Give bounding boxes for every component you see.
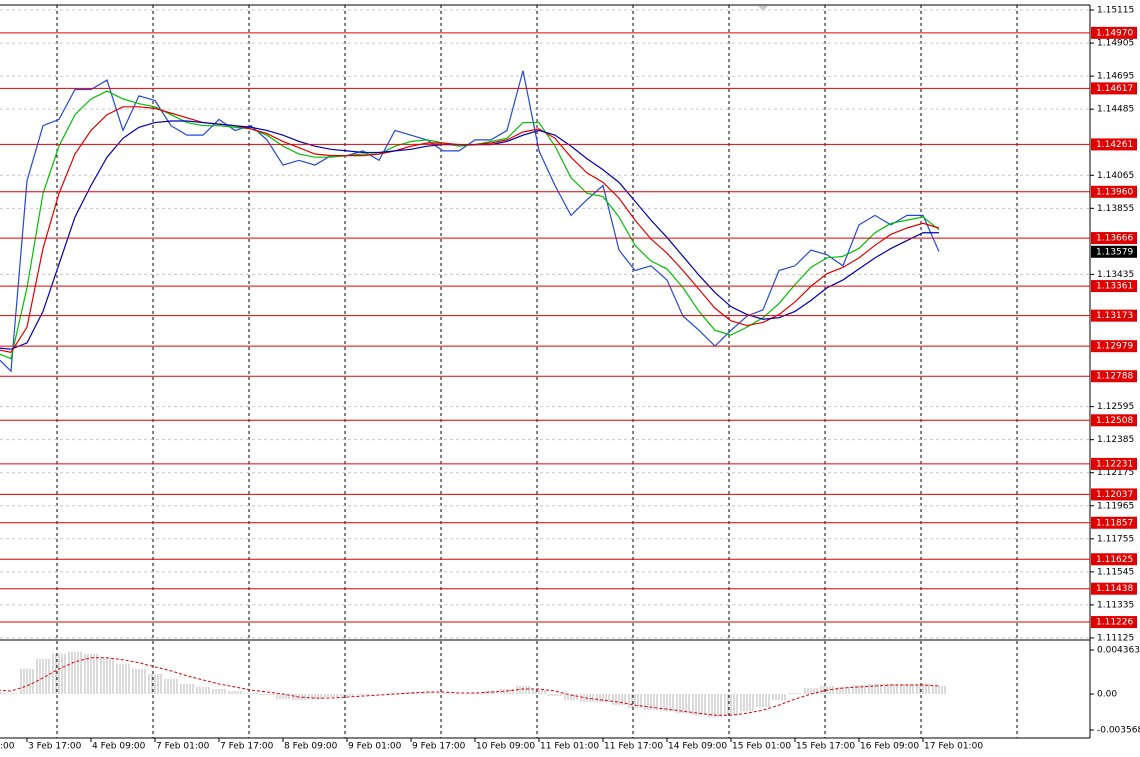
level-label-box [1091,26,1137,39]
level-label-box [1091,488,1137,501]
y-tick-label: 1.13435 [1097,270,1134,280]
level-label: 1.11857 [1096,518,1133,528]
y-tick-label: 1.14485 [1097,105,1134,115]
level-label: 1.14261 [1096,140,1133,150]
x-tick-label: 17 Feb 01:00 [924,742,983,752]
y-tick-label: 1.12385 [1097,435,1134,445]
price-line [0,70,940,373]
level-label: 1.12037 [1096,490,1133,500]
level-label-box [1091,553,1137,566]
y-tick-label: 1.12595 [1097,402,1134,412]
x-tick-label: 7 Feb 01:00 [156,742,210,752]
y-tick-label: 1.14905 [1097,39,1134,49]
y-tick-label: 1.11965 [1097,501,1134,511]
level-label: 1.13361 [1096,282,1133,292]
x-tick-label: 4 Feb 09:00 [92,742,146,752]
level-label-box [1091,340,1137,353]
y-tick-label: 1.13855 [1097,204,1134,214]
level-label-box [1091,185,1137,198]
y-tick-label: 1.11125 [1097,633,1134,643]
level-label-box [1091,232,1137,245]
level-label: 1.13666 [1096,234,1133,244]
y-tick-label: 0.004363 [1097,646,1140,656]
level-label: 1.11438 [1096,584,1133,594]
level-label-box [1091,414,1137,427]
y-tick-label: 1.14065 [1097,171,1134,181]
x-tick-label: 9 Feb 01:00 [348,742,402,752]
level-label-box [1091,616,1137,629]
x-tick-label: :00 [0,742,15,752]
level-label: 1.13173 [1096,311,1133,321]
x-tick-label: 11 Feb 17:00 [604,742,663,752]
x-tick-label: 9 Feb 17:00 [412,742,466,752]
x-tick-label: 7 Feb 17:00 [220,742,274,752]
level-label-box [1091,516,1137,529]
y-tick-label: 1.14695 [1097,72,1134,82]
level-label: 1.12231 [1096,459,1133,469]
x-tick-label: 11 Feb 01:00 [540,742,599,752]
level-label-box [1091,82,1137,95]
level-label: 1.14617 [1096,84,1133,94]
x-tick-label: 16 Feb 09:00 [860,742,919,752]
y-tick-label: 0.00 [1097,690,1117,700]
x-tick-label: 14 Feb 09:00 [668,742,727,752]
level-label: 1.11625 [1096,555,1133,565]
level-label: 1.12979 [1096,342,1133,352]
x-tick-label: 3 Feb 17:00 [28,742,82,752]
y-tick-label: -0.003568 [1097,726,1140,736]
shift-marker [758,6,768,11]
level-label: 1.11226 [1096,618,1133,628]
last-price-box [1091,245,1137,258]
y-tick-label: 1.12175 [1097,468,1134,478]
level-label: 1.14970 [1096,28,1133,38]
level-label-box [1091,457,1137,470]
indicator-panel [0,651,946,718]
y-tick-label: 1.11545 [1097,567,1134,577]
level-label-box [1091,582,1137,595]
level-label-box [1091,138,1137,151]
level-label: 1.12788 [1096,372,1133,382]
x-tick-label: 15 Feb 01:00 [732,742,791,752]
last-price-label: 1.13579 [1096,247,1133,257]
level-label: 1.12508 [1096,416,1133,426]
x-tick-label: 8 Feb 09:00 [284,742,338,752]
y-tick-label: 1.11755 [1097,534,1134,544]
level-label-box [1091,280,1137,293]
signal-line [0,657,940,716]
y-tick-label: 1.11335 [1097,600,1134,610]
level-label-box [1091,309,1137,322]
level-label: 1.13960 [1096,187,1133,197]
y-tick-label: 1.15115 [1097,6,1134,16]
level-label-box [1091,370,1137,383]
x-tick-label: 10 Feb 09:00 [476,742,535,752]
x-tick-label: 15 Feb 17:00 [796,742,855,752]
